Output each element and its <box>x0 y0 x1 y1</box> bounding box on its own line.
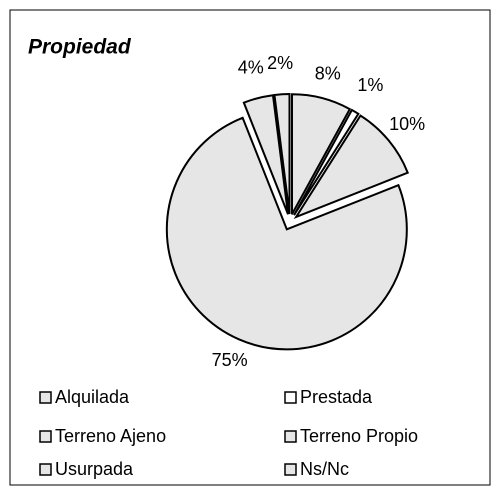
pie-slice <box>293 108 360 216</box>
legend-swatch <box>39 463 52 476</box>
data-label: 10% <box>389 114 425 134</box>
chart-title: Propiedad <box>28 36 132 59</box>
data-label: 2% <box>267 53 293 73</box>
legend-swatch <box>39 430 52 443</box>
pie-slice <box>242 94 290 215</box>
legend-swatch <box>284 463 297 476</box>
legend-label: Usurpada <box>55 459 134 479</box>
legend-label: Terreno Propio <box>300 426 418 446</box>
pie-slice <box>293 114 410 219</box>
data-label: 4% <box>238 58 264 78</box>
pie-slice <box>290 93 352 215</box>
pie-slice <box>165 116 408 351</box>
legend-label: Alquilada <box>55 387 130 407</box>
pie-slice <box>273 93 291 215</box>
data-label: 75% <box>212 350 248 370</box>
data-label: 1% <box>357 75 383 95</box>
data-label: 8% <box>315 64 341 84</box>
legend-swatch <box>39 391 52 404</box>
legend-swatch <box>284 430 297 443</box>
legend-swatch <box>284 391 297 404</box>
legend-label: Ns/Nc <box>300 459 349 479</box>
legend-label: Terreno Ajeno <box>55 426 166 446</box>
legend-label: Prestada <box>300 387 373 407</box>
